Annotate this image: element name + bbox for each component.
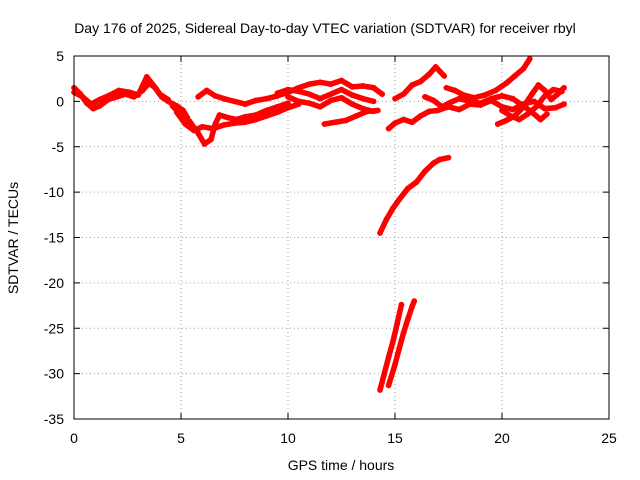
data-point	[411, 298, 418, 304]
x-tick-label: 15	[387, 430, 403, 446]
y-axis-ticks: 5 0 -5 -10 -15 -20 -25 -30 -35	[44, 48, 609, 427]
y-tick-label: 0	[56, 93, 64, 109]
x-tick-label: 0	[70, 430, 78, 446]
y-tick-label: -25	[44, 320, 64, 336]
series-arc-16	[377, 301, 405, 393]
data-trace-segment	[390, 320, 400, 345]
chart-title: Day 176 of 2025, Sidereal Day-to-day VTE…	[74, 20, 576, 36]
series-arc-2	[71, 74, 171, 107]
y-tick-label: -10	[44, 184, 64, 200]
data-point	[561, 101, 567, 107]
data-trace-segment	[385, 361, 398, 389]
data-trace-segment	[381, 354, 392, 377]
x-tick-label: 20	[494, 430, 510, 446]
y-tick-label: -15	[44, 230, 64, 246]
series-arc-8	[321, 107, 381, 127]
data-trace-segment	[135, 74, 150, 98]
y-tick-label: -5	[52, 139, 65, 155]
x-tick-label: 5	[177, 430, 185, 446]
y-tick-label: -35	[44, 411, 64, 427]
data-point	[527, 55, 533, 62]
x-tick-label: 10	[280, 430, 296, 446]
x-axis-ticks: 0 5 10 15 20 25	[70, 56, 617, 446]
data-point	[441, 73, 448, 79]
y-tick-label: 5	[56, 48, 64, 64]
data-point	[544, 111, 550, 117]
x-tick-label: 25	[601, 430, 617, 446]
series-arc-12	[443, 55, 533, 101]
data-trace-segment	[377, 370, 388, 393]
series-arc-4	[173, 101, 302, 134]
data-point	[370, 98, 377, 105]
data-point	[379, 91, 385, 97]
series-arc-15	[377, 154, 452, 236]
y-tick-label: -30	[44, 366, 64, 382]
data-point	[559, 88, 565, 95]
data-trace-segment	[392, 345, 403, 368]
data-trace-segment	[394, 301, 405, 327]
y-tick-label: -20	[44, 275, 64, 291]
series-arc-10	[392, 64, 448, 102]
data-point	[445, 154, 452, 161]
data-point	[165, 96, 171, 103]
series-arc-14	[499, 86, 565, 123]
x-axis-label: GPS time / hours	[288, 457, 395, 473]
data-series	[71, 55, 567, 393]
series-arc-6	[274, 86, 377, 105]
data-point	[398, 301, 405, 308]
y-axis-label: SDTVAR / TECUs	[5, 182, 21, 294]
series-arc-17	[385, 298, 418, 389]
data-point	[375, 107, 381, 114]
